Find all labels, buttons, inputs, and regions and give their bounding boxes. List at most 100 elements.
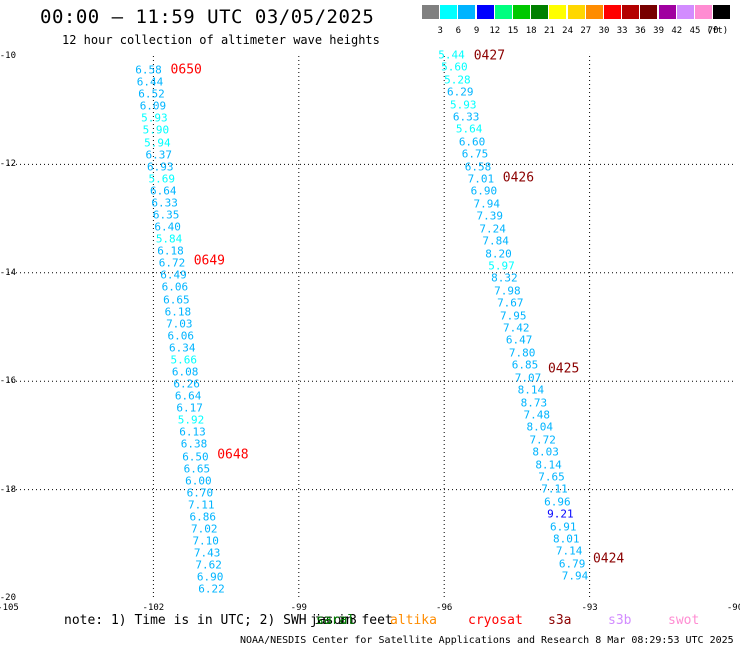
wave-height-value: 5.64	[455, 122, 483, 136]
pass-time-label: 0425	[547, 361, 580, 377]
wave-height-value: 6.58	[135, 63, 162, 77]
wave-height-value: 6.93	[147, 160, 174, 174]
x-tick-label: -105	[0, 603, 19, 613]
y-tick-label: -12	[0, 159, 16, 170]
wave-height-value: 7.11	[188, 498, 215, 512]
wave-height-value: 6.13	[179, 425, 206, 439]
legend-swatch	[658, 5, 676, 19]
wave-height-value: 6.90	[196, 570, 224, 584]
legend-swatch	[458, 5, 476, 19]
wave-height-value: 5.84	[155, 232, 183, 246]
y-tick-label: -10	[0, 51, 16, 61]
legend-tick-label: 70	[707, 26, 719, 36]
wave-height-value: 7.07	[514, 371, 542, 385]
wave-height-value: 6.64	[149, 184, 177, 198]
legend-tick-label: 12	[489, 26, 501, 36]
legend-tick-label: 3	[437, 26, 443, 36]
wave-height-value: 5.92	[177, 413, 205, 427]
legend-tick-label: 39	[653, 26, 665, 36]
wave-height-value: 6.50	[182, 450, 209, 463]
legend-tick-label: 42	[671, 26, 683, 36]
x-tick-label: -93	[581, 603, 598, 613]
wave-height-value: 6.33	[452, 110, 480, 124]
wave-height-value: 6.52	[138, 87, 165, 101]
wave-height-value: 7.65	[538, 470, 565, 484]
wave-height-value: 6.06	[161, 280, 189, 294]
legend-swatch	[549, 5, 567, 19]
wave-height-value: 6.79	[558, 557, 586, 571]
wave-height-value: 6.70	[186, 486, 214, 500]
legend-tick-label: 36	[634, 26, 646, 36]
wave-height-value: 6.18	[164, 305, 192, 319]
wave-height-value: 6.33	[151, 196, 178, 210]
legend-tick-label: 18	[525, 26, 537, 36]
wave-height-value: 5.93	[449, 98, 477, 112]
wave-height-value: 7.43	[193, 546, 221, 560]
wave-height-value: 7.67	[497, 296, 524, 310]
wave-height-value: 7.02	[190, 522, 218, 536]
y-tick-label: -16	[0, 376, 16, 387]
wave-height-value: 6.22	[198, 582, 225, 596]
wave-height-value: 5.66	[170, 353, 197, 367]
wave-height-value: 5.28	[444, 73, 471, 87]
legend-tick-label: 45	[689, 26, 701, 36]
satellite-saral-label: saral	[316, 613, 356, 628]
pass-time-label: 0427	[473, 48, 506, 64]
satellite-swot-label: swot	[668, 613, 700, 628]
legend-swatch	[531, 5, 549, 19]
wave-height-value: 7.48	[523, 408, 551, 422]
wave-height-value: 6.65	[183, 462, 211, 476]
legend-swatch	[713, 5, 731, 19]
wave-height-value: 8.73	[520, 396, 548, 410]
wave-height-value: 6.91	[550, 520, 577, 534]
wave-height-value: 6.35	[152, 208, 180, 222]
legend-swatch	[640, 5, 658, 19]
wave-height-value: 7.95	[500, 309, 527, 323]
wave-height-value: 6.08	[171, 365, 199, 379]
y-tick-label: -18	[0, 484, 16, 495]
wave-height-value: 6.44	[136, 75, 164, 89]
wave-height-value: 6.40	[154, 220, 181, 234]
legend-swatch	[422, 5, 439, 19]
legend-tick-label: 33	[616, 26, 628, 36]
wave-height-value: 6.34	[169, 341, 196, 355]
wave-height-value: 8.04	[526, 420, 553, 434]
wave-height-value: 6.17	[176, 401, 203, 415]
pass-time-label: 0426	[502, 170, 535, 186]
wave-height-value: 6.85	[511, 358, 539, 372]
pass-time-label: 0648	[217, 447, 249, 463]
wave-height-value: 6.09	[139, 99, 167, 113]
wave-height-value: 6.00	[185, 474, 212, 488]
wave-height-value: 7.84	[482, 234, 509, 248]
wave-height-value: 7.39	[476, 209, 503, 223]
wave-height-value: 7.11	[541, 482, 568, 496]
wave-height-value: 8.14	[517, 383, 545, 397]
wave-height-value: 6.06	[167, 329, 195, 343]
legend-swatch	[513, 5, 530, 19]
legend-swatch	[494, 5, 512, 19]
wave-height-value: 7.10	[192, 534, 219, 548]
wave-height-value: 6.75	[461, 147, 489, 161]
wave-height-value: 7.62	[195, 558, 222, 572]
footer-credit: NOAA/NESDIS Center for Satellite Applica…	[240, 635, 734, 646]
wave-height-value: 6.18	[157, 244, 184, 258]
satellite-altika-label: altika	[390, 613, 437, 628]
x-tick-label: -96	[436, 603, 453, 613]
legend-tick-label: (ft)	[706, 26, 729, 36]
satellite-s3b-label: s3b	[608, 613, 632, 628]
wave-height-value: 6.26	[173, 377, 200, 391]
legend-tick-label: 30	[598, 26, 610, 36]
wave-height-value: 6.49	[160, 268, 187, 282]
wave-height-value: 5.94	[144, 136, 171, 150]
legend-tick-label: 9	[473, 26, 480, 36]
wave-height-value: 6.29	[447, 85, 474, 99]
wave-height-value: 5.60	[441, 60, 468, 74]
satellite-s3a-label: s3a	[548, 613, 572, 628]
wave-height-value: 7.03	[166, 317, 193, 331]
wave-height-value: 7.01	[467, 172, 495, 186]
wave-height-value: 8.14	[535, 458, 562, 472]
wave-height-value: 6.47	[505, 333, 533, 347]
wave-height-value: 8.01	[552, 532, 580, 546]
x-tick-label: -102	[142, 603, 165, 613]
